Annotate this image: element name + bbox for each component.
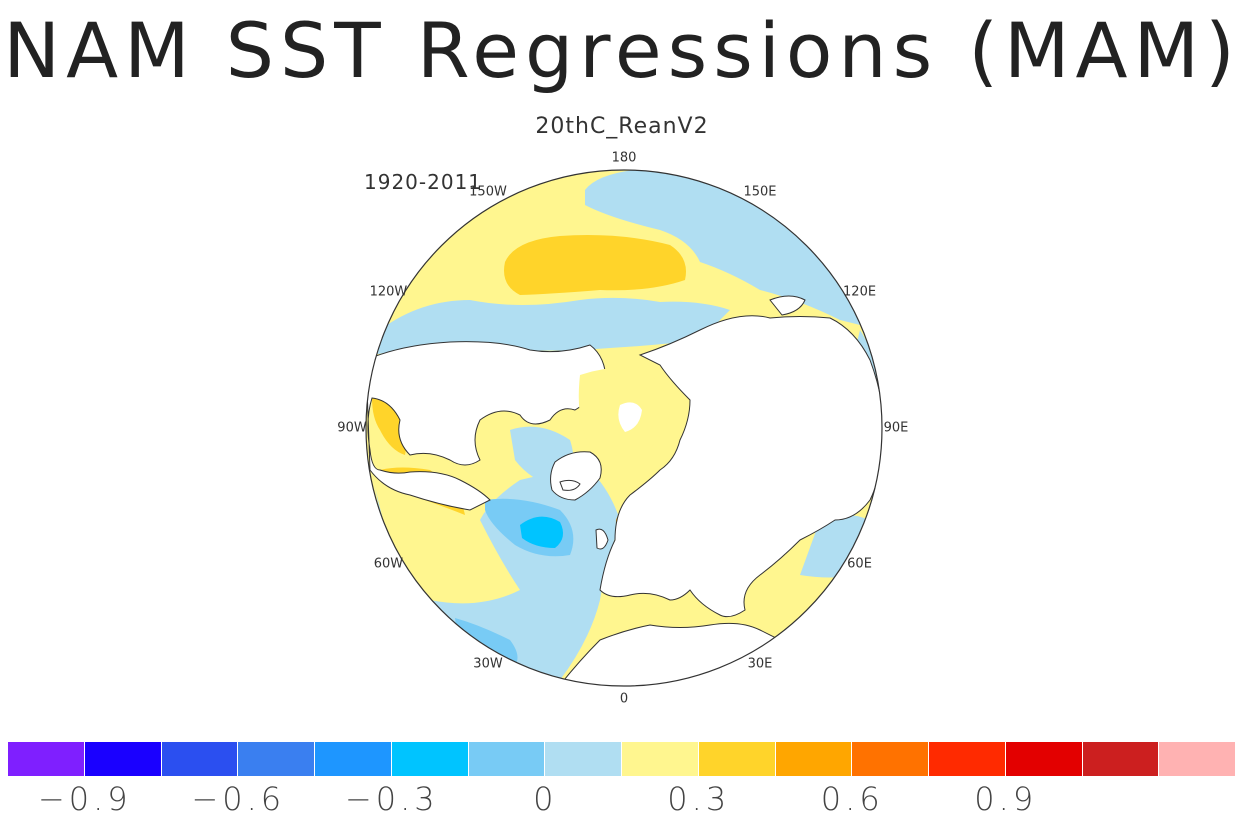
colorbar-tick-label: 0.3 <box>667 780 731 818</box>
period-label: 1920-2011 <box>364 170 483 194</box>
colorbar-swatch <box>545 742 622 776</box>
colorbar-swatch <box>1159 742 1236 776</box>
colorbar-tick-label: 0.6 <box>820 780 884 818</box>
dataset-subtitle: 20thC_ReanV2 <box>535 114 709 139</box>
colorbar-tick-label: −0.9 <box>37 780 132 818</box>
colorbar-swatch <box>84 742 162 776</box>
colorbar-swatch <box>161 742 239 776</box>
region-light-blue-north-pacific <box>372 297 730 355</box>
longitude-label: 150W <box>469 184 507 200</box>
longitude-label: 90E <box>883 420 909 436</box>
region-yellow-orange-pacific <box>504 235 686 295</box>
land-iceland <box>559 479 581 491</box>
colorbar <box>8 742 1236 776</box>
colorbar-swatch <box>8 742 85 776</box>
colorbar-swatch <box>468 742 546 776</box>
region-light-blue-west-pacific <box>585 170 880 330</box>
colorbar-swatch <box>315 742 392 776</box>
longitude-label: 120E <box>843 284 877 300</box>
colorbar-swatch <box>238 742 315 776</box>
land-uk <box>595 528 609 550</box>
colorbar-swatch <box>1082 742 1160 776</box>
land-eurasia <box>599 315 882 618</box>
colorbar-tick-label: −0.6 <box>191 780 286 818</box>
colorbar-swatch <box>852 742 929 776</box>
longitude-label: 180 <box>611 150 637 166</box>
colorbar-swatch <box>1005 742 1083 776</box>
arctic-ice-white <box>618 402 642 432</box>
colorbar-swatch <box>622 742 699 776</box>
colorbar-swatch <box>391 742 469 776</box>
longitude-label: 30E <box>747 656 773 672</box>
longitude-label: 60E <box>847 556 872 572</box>
map-boundary <box>365 169 883 687</box>
longitude-label: 0 <box>619 691 629 707</box>
colorbar-swatch <box>929 742 1006 776</box>
land-japan <box>769 295 806 316</box>
colorbar-tick-label: −0.3 <box>344 780 439 818</box>
longitude-label: 150E <box>743 184 777 200</box>
longitude-label: 60W <box>373 556 404 572</box>
figure-title: NAM SST Regressions (MAM) <box>3 6 1241 95</box>
colorbar-swatch <box>775 742 853 776</box>
land-north-america <box>366 341 607 511</box>
region-blue-core <box>520 516 564 548</box>
colorbar-tick-label: 0 <box>533 780 558 818</box>
colorbar-swatch <box>698 742 776 776</box>
longitude-label: 90W <box>337 420 367 436</box>
longitude-label: 30W <box>473 656 503 672</box>
colorbar-tick-label: 0.9 <box>974 780 1038 818</box>
longitude-label: 120W <box>369 284 408 300</box>
